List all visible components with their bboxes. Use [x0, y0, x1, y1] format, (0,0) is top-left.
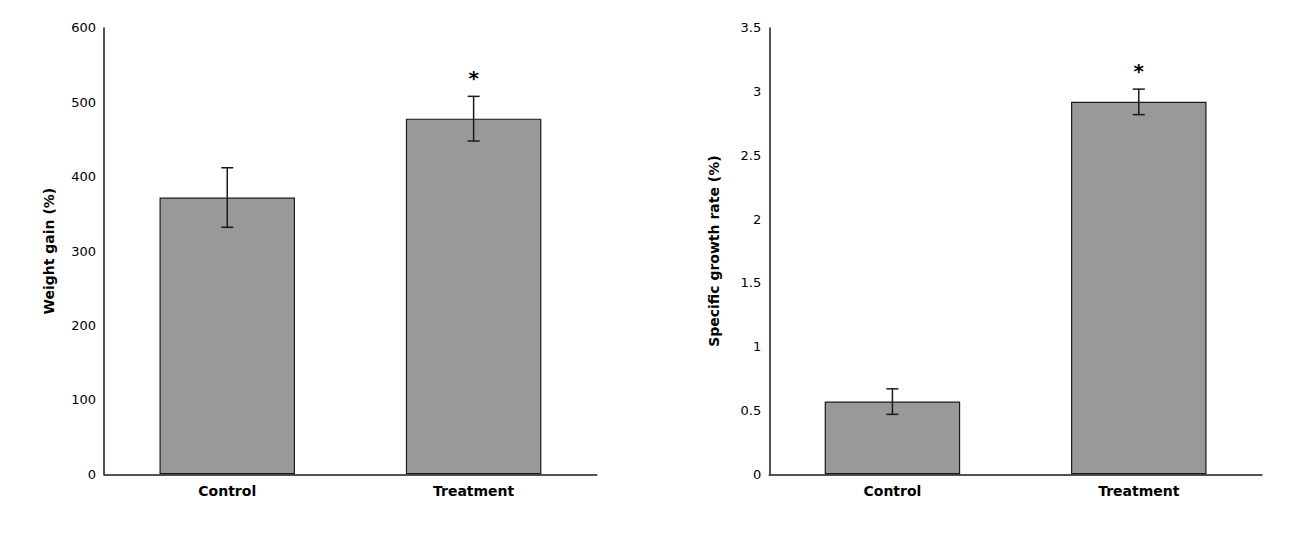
svg-text:3.5: 3.5: [741, 20, 762, 35]
svg-text:0.5: 0.5: [741, 403, 762, 418]
svg-text:1.5: 1.5: [741, 275, 762, 290]
svg-text:600: 600: [71, 20, 96, 35]
svg-text:Control: Control: [863, 483, 921, 499]
svg-text:200: 200: [71, 318, 96, 333]
svg-text:500: 500: [71, 95, 96, 110]
svg-text:300: 300: [71, 244, 96, 259]
svg-text:Weight gain (%): Weight gain (%): [41, 188, 57, 315]
svg-text:100: 100: [71, 392, 96, 407]
svg-text:*: *: [468, 66, 479, 90]
svg-text:*: *: [1134, 59, 1145, 83]
svg-text:0: 0: [753, 467, 761, 482]
svg-text:Treatment: Treatment: [1098, 483, 1180, 499]
svg-text:2.5: 2.5: [741, 148, 762, 163]
svg-text:Specific growth rate (%): Specific growth rate (%): [706, 155, 722, 347]
svg-text:3: 3: [753, 84, 761, 99]
svg-text:0: 0: [88, 467, 96, 482]
svg-text:Treatment: Treatment: [433, 483, 515, 499]
svg-text:400: 400: [71, 169, 96, 184]
svg-text:1: 1: [753, 339, 761, 354]
svg-text:2: 2: [753, 212, 761, 227]
svg-text:Control: Control: [198, 483, 256, 499]
